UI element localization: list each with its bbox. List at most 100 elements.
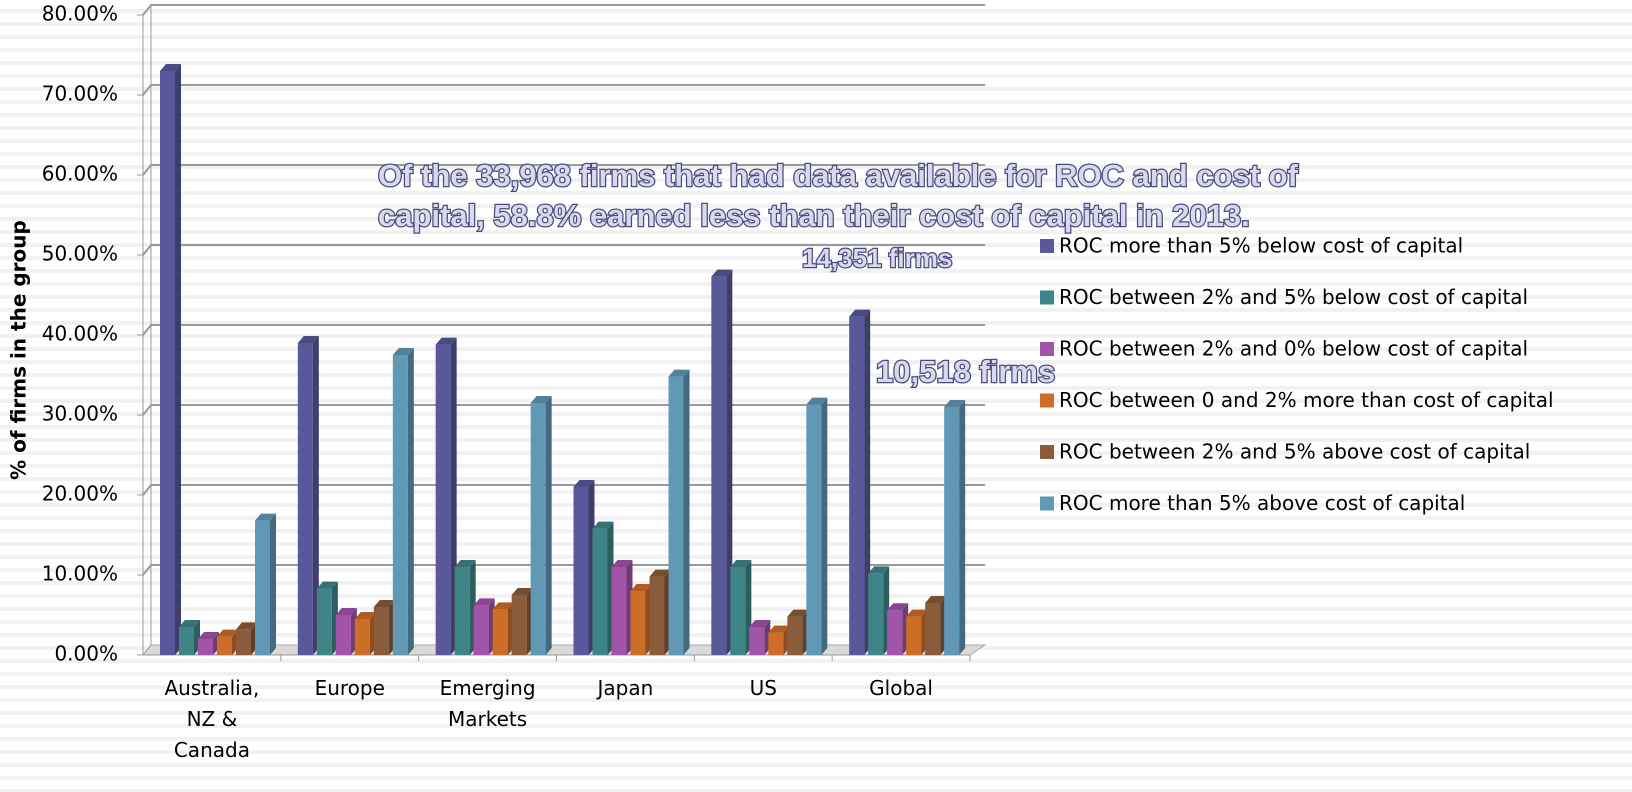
grid-line [142,84,985,96]
bar [768,625,790,655]
bar-front [944,407,960,655]
bar [711,269,733,655]
bar-front [530,403,546,655]
y-tick-label: 70.00% [42,82,118,106]
bar-top [392,348,414,355]
bar-side [726,269,733,655]
bar-top [492,602,514,610]
legend-swatch [1040,496,1054,511]
grid-line [142,404,985,416]
bar-top [592,521,614,529]
y-tick-label: 20.00% [42,482,118,506]
bar-top [473,598,495,606]
bar-front [630,591,646,655]
bar-front [592,528,608,655]
bar-top [925,596,947,603]
bar [611,560,633,655]
bar-front [668,376,684,655]
bar-front [217,636,232,655]
x-tick-label: Global [869,676,933,700]
bar [473,598,495,655]
bar [630,584,652,655]
x-tick-label: Emerging Markets [439,676,536,731]
bar-side [864,309,871,655]
grid-line [142,484,985,496]
x-tick-label: Europe [314,676,385,700]
bar [297,336,319,655]
bar-front [573,487,589,655]
bar-front [297,343,313,655]
legend-label: ROC between 0 and 2% more than cost of c… [1059,388,1554,412]
bar [255,513,276,655]
grid-line [142,564,985,576]
legend-label: ROC more than 5% above cost of capital [1059,491,1465,515]
bar-top [354,612,376,619]
y-tick-label: 0.00% [54,642,118,666]
bar-top [749,620,771,627]
bar-top [768,625,790,633]
annotation: Of the 33,968 firms that had data availa… [378,158,1299,193]
bar-front [316,588,332,655]
bar-top [730,560,752,567]
bar-front [711,276,727,655]
legend-swatch [1040,445,1054,459]
bar-top [373,600,395,607]
annotation: capital, 58.8% earned less than their co… [378,198,1250,233]
bar-front [179,627,194,655]
bar [925,596,947,655]
bar [868,566,890,655]
bar-front [806,404,822,655]
legend-label: ROC between 2% and 0% below cost of capi… [1059,337,1528,361]
bar [316,581,338,655]
x-tick-label: Japan [597,676,654,700]
bar [649,569,671,655]
legend-label: ROC between 2% and 5% below cost of capi… [1059,285,1528,309]
y-tick-label: 10.00% [42,562,118,586]
bar [944,400,966,655]
bar-front [887,610,903,655]
bar-top [335,608,357,615]
bar-side [270,513,276,655]
bar-top [944,400,966,407]
bar [887,603,909,655]
bar [160,64,181,655]
bar-top [711,269,733,277]
grid-line [142,164,985,176]
bar-side [821,397,828,655]
bar-top [179,620,200,627]
bar-top [649,569,671,577]
bar-front [730,567,746,655]
bar [787,609,809,655]
bar-top [849,309,871,317]
legend-label: ROC between 2% and 5% above cost of capi… [1059,440,1530,464]
bar [392,348,414,655]
bar [749,620,771,655]
x-tick-label: US [749,676,777,700]
bar-front [354,619,370,655]
bar-front [768,632,784,655]
y-axis-label: % of firms in the group [7,220,31,480]
legend-swatch [1040,290,1054,305]
legend-label: ROC more than 5% below cost of capital [1059,234,1463,258]
bar-top [630,584,652,591]
bar-front [454,567,470,655]
bar-front [611,567,627,655]
bar [179,620,200,655]
bar [668,369,690,655]
bar [198,632,219,655]
bar-front [160,71,175,655]
bar-front [906,616,922,655]
bar [354,612,376,655]
bar [435,337,457,655]
legend-swatch [1040,342,1054,356]
bar-top [236,622,257,630]
bar [530,396,552,655]
bar [806,397,828,655]
bar-top [160,64,181,71]
x-tick-label: Australia, NZ & Canada [164,676,260,762]
annotation: 10,518 firms [876,354,1055,389]
y-tick-label: 30.00% [42,402,118,426]
annotation: 14,351 firms [802,243,952,273]
